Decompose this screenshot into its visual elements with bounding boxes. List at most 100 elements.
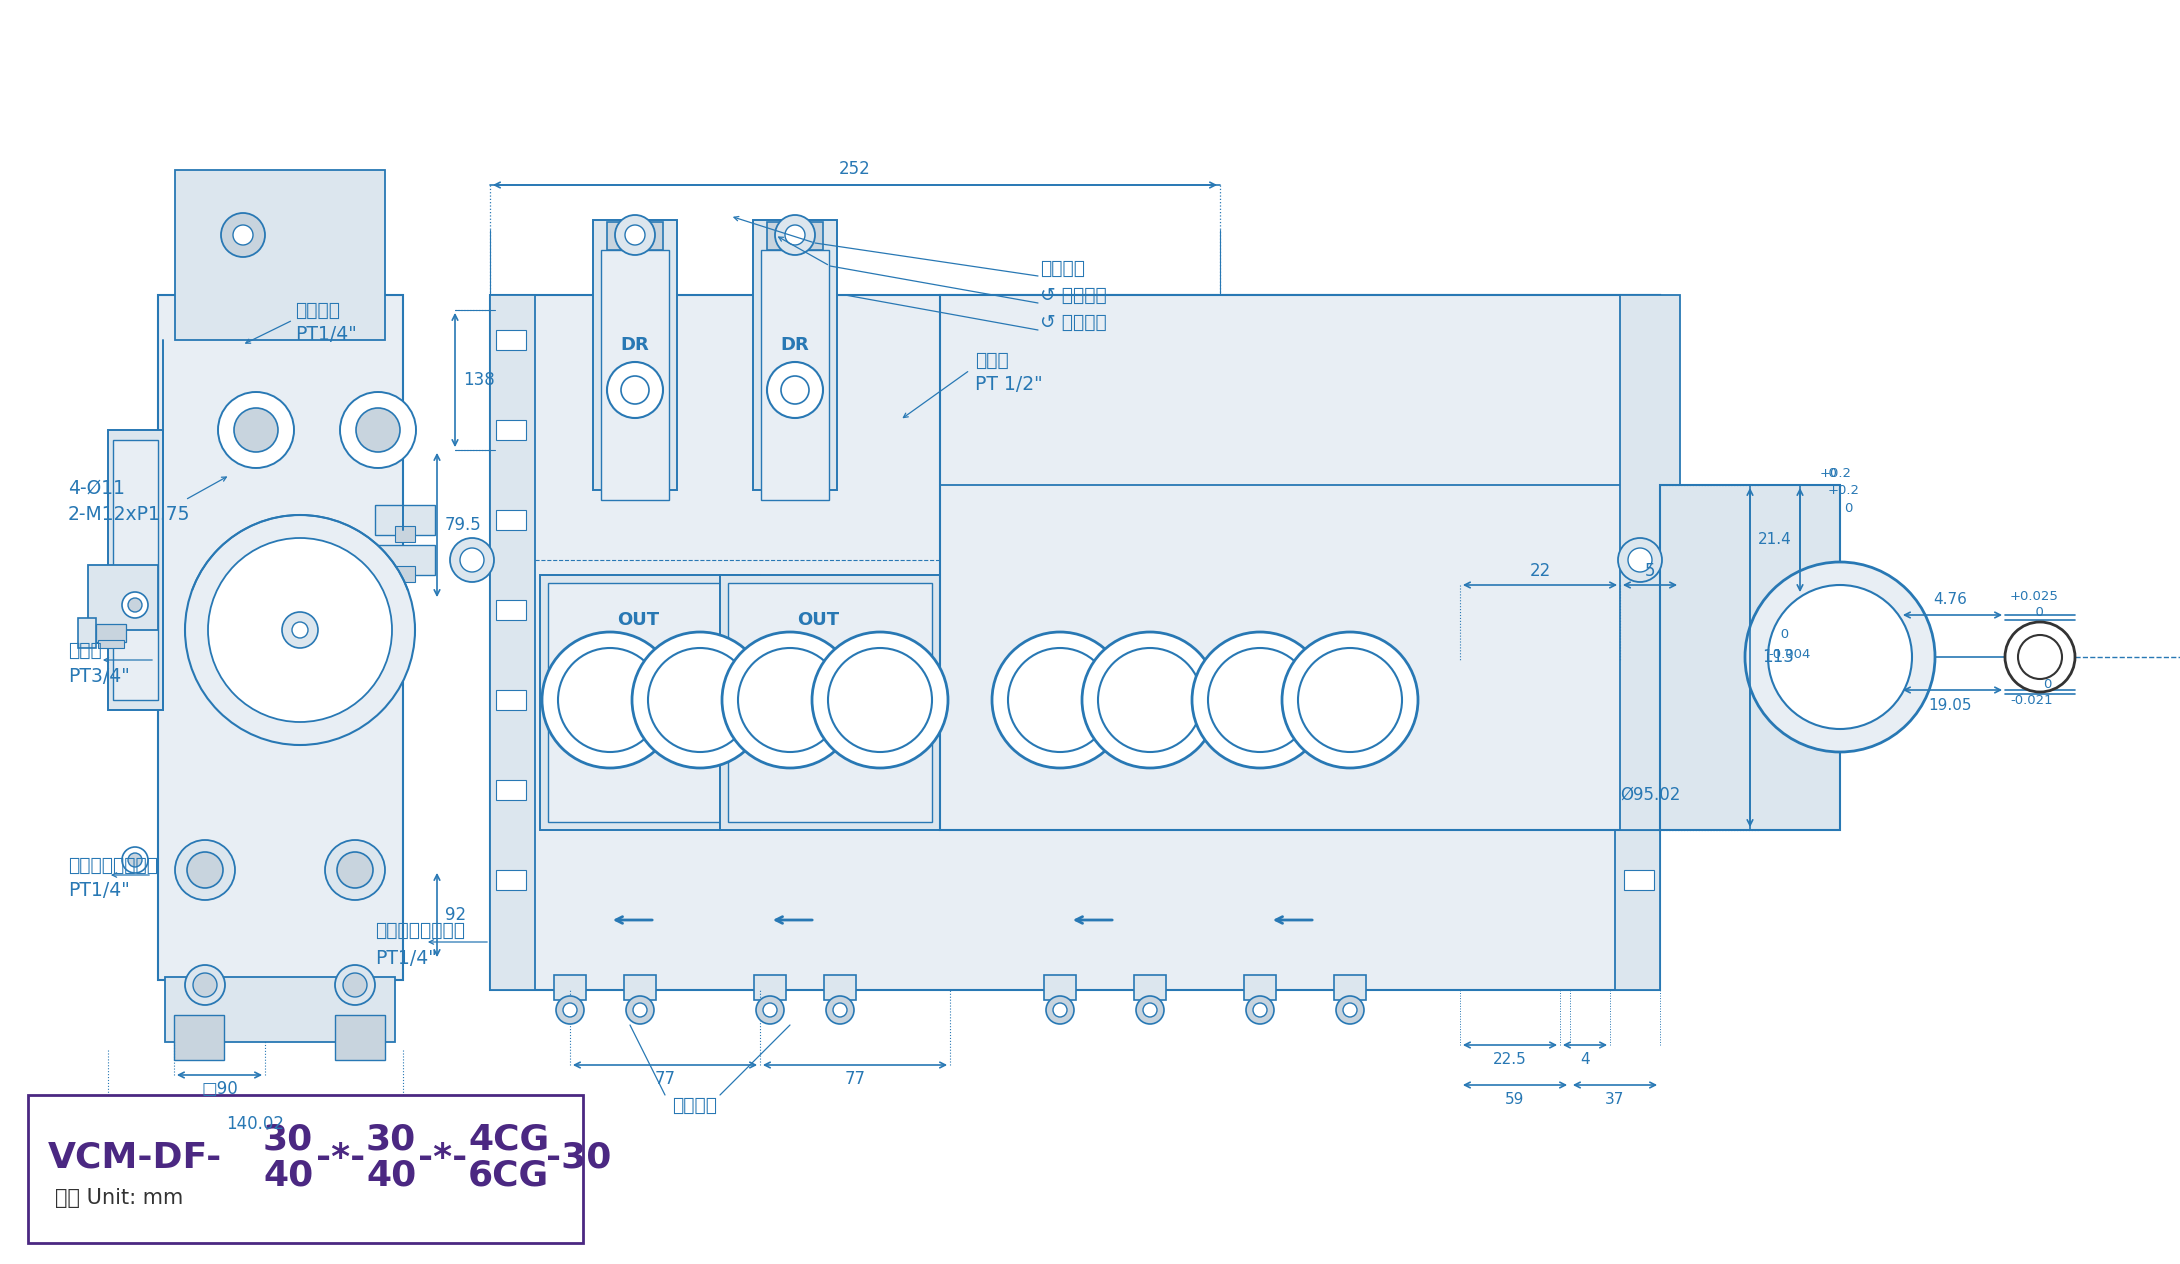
- Text: 2-M12xP1.75: 2-M12xP1.75: [68, 506, 190, 525]
- Bar: [1624, 330, 1655, 350]
- Bar: [157, 295, 403, 980]
- Bar: [719, 575, 940, 830]
- Circle shape: [233, 408, 279, 453]
- Circle shape: [756, 996, 785, 1024]
- Bar: [541, 575, 761, 830]
- Bar: [216, 284, 264, 340]
- Text: PT1/4": PT1/4": [294, 326, 358, 345]
- Bar: [2032, 648, 2047, 665]
- Bar: [497, 870, 525, 890]
- Text: ↺ 增加壓力: ↺ 增加壓力: [1040, 286, 1107, 305]
- Circle shape: [632, 1004, 647, 1018]
- Circle shape: [562, 1004, 578, 1018]
- Circle shape: [763, 1004, 776, 1018]
- Circle shape: [1007, 648, 1112, 752]
- Circle shape: [1142, 1004, 1158, 1018]
- Bar: [1620, 295, 1681, 830]
- Circle shape: [2019, 635, 2062, 679]
- Bar: [1134, 975, 1166, 1000]
- Text: 30: 30: [264, 1122, 314, 1157]
- Circle shape: [626, 225, 645, 245]
- Circle shape: [129, 853, 142, 867]
- Bar: [490, 295, 1659, 990]
- Circle shape: [785, 225, 804, 245]
- Text: 0: 0: [1820, 453, 1838, 480]
- Circle shape: [342, 973, 366, 997]
- Bar: [1624, 780, 1655, 800]
- Bar: [547, 583, 752, 822]
- Text: 4.76: 4.76: [1934, 592, 1966, 607]
- Bar: [96, 624, 126, 642]
- Circle shape: [1247, 996, 1273, 1024]
- Circle shape: [460, 549, 484, 573]
- Circle shape: [1744, 562, 1936, 752]
- Text: 92: 92: [445, 906, 467, 924]
- Bar: [497, 420, 525, 440]
- Text: 4CG: 4CG: [469, 1122, 549, 1157]
- Circle shape: [1053, 1004, 1066, 1018]
- Text: -0.004: -0.004: [1768, 648, 1809, 661]
- Bar: [166, 977, 395, 1042]
- Bar: [395, 526, 414, 542]
- Text: -*-: -*-: [316, 1140, 366, 1174]
- Circle shape: [556, 996, 584, 1024]
- Bar: [1624, 509, 1655, 530]
- Circle shape: [543, 632, 678, 769]
- Circle shape: [325, 841, 386, 900]
- Bar: [78, 618, 96, 648]
- Bar: [497, 330, 525, 350]
- Circle shape: [767, 362, 824, 418]
- Text: 138: 138: [462, 372, 495, 389]
- Circle shape: [218, 392, 294, 468]
- Circle shape: [1192, 632, 1328, 769]
- Circle shape: [1628, 549, 1652, 573]
- Text: 4: 4: [1580, 1052, 1589, 1067]
- Text: 40: 40: [366, 1158, 416, 1192]
- Text: 0: 0: [1768, 628, 1790, 642]
- Text: 140.02: 140.02: [227, 1115, 286, 1133]
- Circle shape: [621, 375, 650, 404]
- Bar: [109, 430, 164, 710]
- Circle shape: [281, 612, 318, 648]
- Text: 入油口: 入油口: [68, 641, 102, 660]
- Text: 0: 0: [2010, 679, 2051, 691]
- Circle shape: [776, 215, 815, 255]
- Bar: [490, 295, 534, 990]
- Circle shape: [1208, 648, 1312, 752]
- Bar: [1245, 975, 1275, 1000]
- Circle shape: [340, 392, 416, 468]
- Text: 252: 252: [839, 161, 870, 178]
- Circle shape: [632, 632, 767, 769]
- Text: PT1/4": PT1/4": [68, 881, 131, 900]
- Bar: [1624, 420, 1655, 440]
- Text: 0: 0: [2010, 605, 2045, 619]
- Circle shape: [174, 841, 235, 900]
- Circle shape: [1618, 538, 1661, 581]
- Text: 出油口: 出油口: [974, 350, 1009, 369]
- Circle shape: [1081, 632, 1219, 769]
- Text: 30: 30: [366, 1122, 416, 1157]
- Bar: [375, 545, 436, 575]
- Text: 0: 0: [1829, 502, 1853, 514]
- Text: 77: 77: [654, 1071, 676, 1088]
- Bar: [336, 1015, 386, 1060]
- Bar: [754, 975, 787, 1000]
- Text: 5: 5: [1644, 562, 1655, 580]
- Bar: [227, 233, 259, 282]
- Circle shape: [220, 214, 266, 257]
- Bar: [395, 566, 414, 581]
- Bar: [87, 565, 157, 629]
- Text: 壓力調整: 壓力調整: [1040, 259, 1086, 278]
- Bar: [554, 975, 586, 1000]
- Text: 79.5: 79.5: [445, 516, 482, 533]
- Text: 內洩油口: 內洩油口: [294, 301, 340, 320]
- Circle shape: [811, 632, 948, 769]
- Circle shape: [992, 632, 1127, 769]
- Circle shape: [1136, 996, 1164, 1024]
- Circle shape: [338, 852, 373, 889]
- Bar: [623, 975, 656, 1000]
- Bar: [1624, 600, 1655, 621]
- Text: 流量調整: 流量調整: [671, 1096, 717, 1115]
- Text: 40: 40: [264, 1158, 314, 1192]
- Circle shape: [1343, 1004, 1356, 1018]
